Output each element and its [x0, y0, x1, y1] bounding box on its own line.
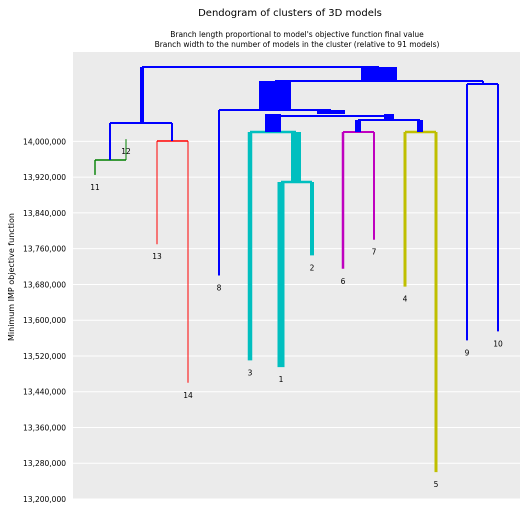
plot-area	[73, 52, 520, 499]
y-axis-label: Minimum IMP objective function	[7, 213, 16, 341]
y-tick-label: 14,000,000	[23, 137, 66, 146]
leaf-label: 10	[493, 339, 503, 348]
leaf-label: 5	[434, 480, 439, 489]
y-tick-label: 13,840,000	[23, 209, 66, 218]
leaf-label: 8	[217, 284, 222, 293]
leaf-label: 11	[90, 183, 100, 192]
y-tick-label: 13,200,000	[23, 495, 66, 504]
dendrogram-links	[94, 66, 499, 473]
leaf-label: 6	[341, 277, 346, 286]
y-tick-label: 13,760,000	[23, 245, 66, 254]
leaf-label: 12	[121, 147, 131, 156]
leaf-label: 13	[152, 252, 162, 261]
leaf-label: 4	[403, 295, 408, 304]
y-tick-label: 13,280,000	[23, 459, 66, 468]
leaf-label: 3	[248, 368, 253, 377]
cluster-block	[259, 81, 291, 110]
chart-title: Dendogram of clusters of 3D models	[198, 8, 382, 19]
y-tick-label: 13,520,000	[23, 352, 66, 361]
leaf-label: 9	[465, 348, 470, 357]
y-tick-label: 13,440,000	[23, 388, 66, 397]
y-tick-label: 13,360,000	[23, 423, 66, 432]
y-tick-label: 13,600,000	[23, 316, 66, 325]
y-tick-label: 13,920,000	[23, 173, 66, 182]
leaf-label: 7	[372, 248, 377, 257]
chart-subtitle-line-2: Branch width to the number of models in …	[155, 40, 440, 49]
cluster-block	[361, 67, 397, 81]
leaf-label: 1	[279, 375, 284, 384]
leaf-label: 14	[183, 391, 193, 400]
chart-subtitle-line-1: Branch length proportional to model's ob…	[170, 30, 424, 39]
leaf-label: 2	[310, 263, 315, 272]
y-tick-label: 13,680,000	[23, 280, 66, 289]
y-axis-ticks: 13,200,000 13,280,000 13,360,000 13,440,000…	[23, 137, 66, 504]
